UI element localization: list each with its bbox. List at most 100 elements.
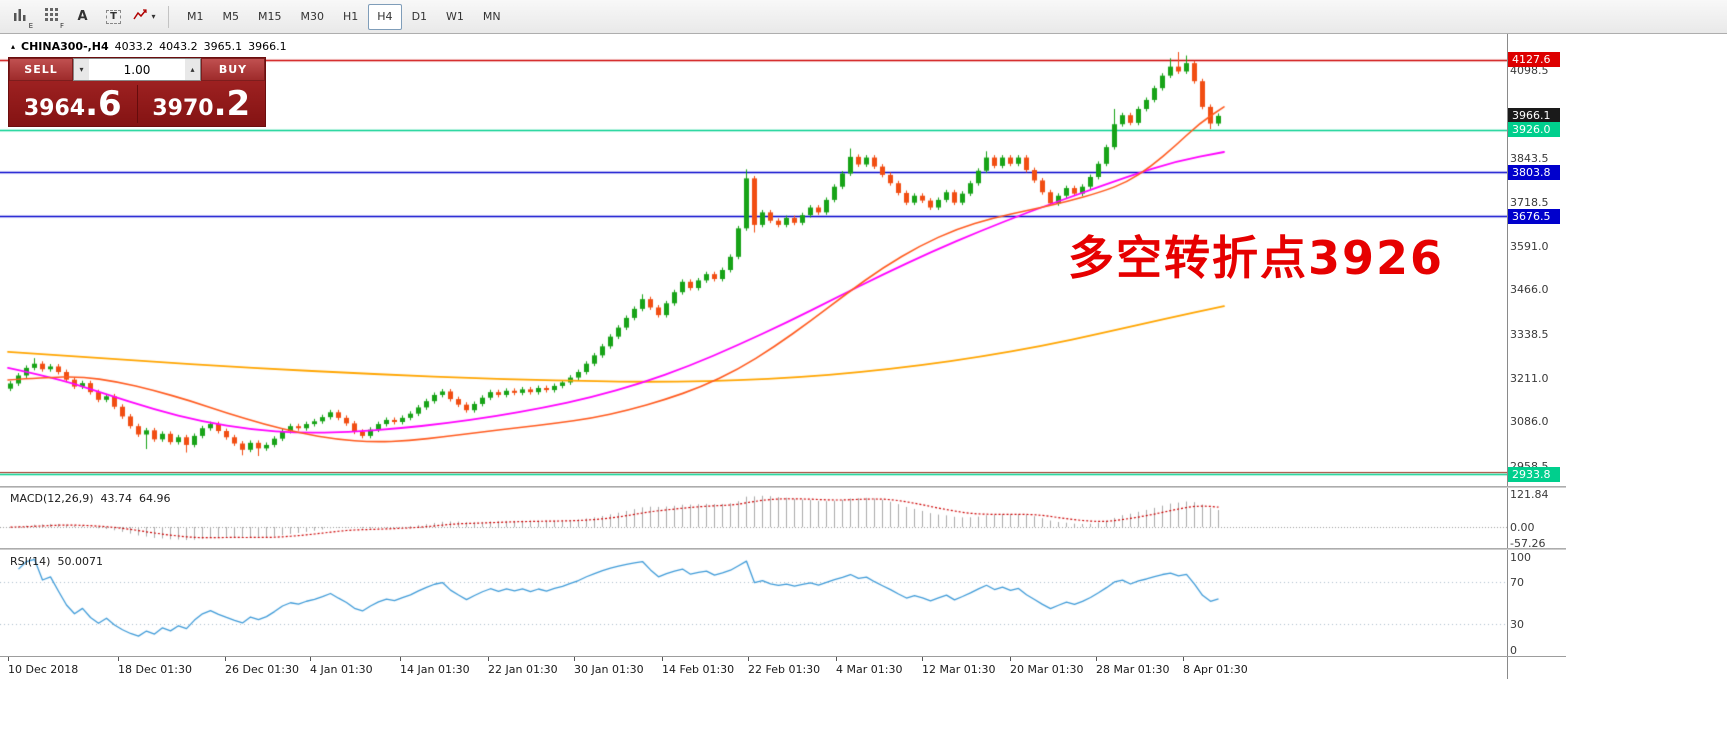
ohlc-high: 4043.2 (159, 40, 198, 53)
time-axis-tick (748, 657, 749, 661)
buy-button[interactable]: BUY (201, 58, 265, 81)
time-axis-tick (1096, 657, 1097, 661)
volume-increase-button[interactable]: ▴ (185, 59, 200, 80)
rsi-scale-label: 100 (1510, 551, 1531, 564)
panel-splitter[interactable] (0, 486, 1566, 488)
price-tag: 3926.0 (1508, 122, 1560, 138)
buy-price-button[interactable]: 3970 .2 (138, 87, 266, 121)
panel-splitter[interactable] (0, 548, 1566, 550)
sell-price-main: 3964 (23, 95, 86, 121)
time-axis-label: 14 Jan 01:30 (400, 663, 470, 676)
rsi-scale-label: 70 (1510, 575, 1524, 589)
rsi-scale-label: 0 (1510, 644, 1517, 657)
time-axis-label: 4 Mar 01:30 (836, 663, 903, 676)
timeframe-button-m1[interactable]: M1 (187, 10, 204, 23)
time-axis-tick (225, 657, 226, 661)
time-axis-label: 18 Dec 01:30 (118, 663, 192, 676)
timeframe-button-h4[interactable]: H4 (368, 3, 402, 30)
price-scale-divider (1507, 34, 1508, 679)
price-tag: 3966.1 (1508, 108, 1560, 124)
macd-value-main: 43.74 (100, 492, 133, 505)
buy-price-pips: .2 (213, 83, 251, 124)
dropdown-caret-icon: ▾ (151, 12, 156, 21)
price-scale-label: 3338.5 (1510, 327, 1549, 341)
price-tag: 4127.6 (1508, 52, 1560, 68)
price-tag: 3676.5 (1508, 208, 1560, 224)
buy-price-main: 3970 (152, 95, 214, 121)
macd-scale-label: 121.84 (1510, 488, 1549, 501)
volume-field: ▾ ▴ (73, 58, 201, 81)
toolbar-icon-group: E F A T ▾ (6, 3, 159, 31)
volume-input[interactable] (89, 59, 185, 80)
ohlc-low: 3965.1 (203, 40, 243, 53)
price-scale-label: 3086.0 (1510, 415, 1549, 429)
timeframe-button-m15[interactable]: M15 (258, 10, 282, 23)
sell-price-button[interactable]: 3964 .6 (9, 87, 137, 121)
text-label-icon: A (77, 9, 88, 24)
time-axis-label: 8 Apr 01:30 (1183, 663, 1248, 676)
ohlc-close: 3966.1 (248, 40, 287, 53)
timeframe-button-m30[interactable]: M30 (300, 10, 325, 23)
toolbar-button-chart-bars[interactable]: E (6, 3, 35, 31)
time-axis-tick (488, 657, 489, 661)
macd-panel-canvas[interactable] (0, 488, 1507, 548)
time-axis-label: 4 Jan 01:30 (310, 663, 373, 676)
sell-button[interactable]: SELL (9, 58, 73, 81)
timeframe-button-group: M1 M5 M15 M30 H1 H4 D1 W1 MN (178, 3, 510, 30)
collapse-icon[interactable]: ▴ (11, 42, 16, 51)
price-tag: 2933.8 (1508, 466, 1560, 482)
price-divider (136, 84, 138, 123)
volume-decrease-button[interactable]: ▾ (74, 59, 89, 80)
symbol-period-label: CHINA300-,H4 (21, 40, 109, 53)
macd-value-signal: 64.96 (139, 492, 171, 505)
sub-letter: E (28, 21, 33, 30)
price-scale-label: 3843.5 (1510, 152, 1549, 166)
price-scale-label: 3211.0 (1510, 371, 1549, 385)
rsi-value: 50.0071 (57, 555, 103, 568)
rsi-header: RSI(14) 50.0071 (10, 555, 103, 568)
one-click-trading-panel: SELL ▾ ▴ BUY 3964 .6 3970 .2 (8, 57, 266, 127)
toolbar-button-indicators[interactable]: ▾ (130, 3, 159, 31)
toolbar-separator (168, 5, 169, 28)
timeframe-button-m5[interactable]: M5 (222, 10, 240, 23)
macd-header: MACD(12,26,9) 43.74 64.96 (10, 492, 171, 505)
sell-price-pips: .6 (85, 83, 122, 124)
price-scale-label: 3466.0 (1510, 283, 1549, 297)
rsi-label: RSI(14) (10, 555, 51, 568)
time-axis-tick (310, 657, 311, 661)
toolbar-button-text-box[interactable]: T (99, 3, 128, 31)
chart-annotation-text: 多空转折点3926 (1068, 231, 1445, 285)
time-axis-label: 22 Feb 01:30 (748, 663, 821, 676)
macd-scale-label: -57.26 (1510, 537, 1546, 550)
timeframe-button-mn[interactable]: MN (482, 10, 501, 23)
text-box-icon: T (106, 9, 121, 24)
chart-bars-icon (13, 7, 28, 26)
time-axis-label: 14 Feb 01:30 (662, 663, 735, 676)
toolbar-button-grid[interactable]: F (37, 3, 66, 31)
sub-letter: F (59, 21, 64, 30)
price-tag: 3803.8 (1508, 164, 1560, 180)
toolbar: E F A T ▾ M1 M5 M15 M30 H1 H4 D1 W1 MN (0, 0, 1727, 34)
time-axis-label: 10 Dec 2018 (8, 663, 79, 676)
time-axis-tick (662, 657, 663, 661)
chart-header: ▴ CHINA300-,H4 4033.2 4043.2 3965.1 3966… (11, 40, 287, 53)
price-scale-label: 3718.5 (1510, 195, 1549, 209)
timeframe-button-d1[interactable]: D1 (411, 10, 428, 23)
time-axis-tick (8, 657, 9, 661)
time-axis-tick (118, 657, 119, 661)
time-axis-label: 20 Mar 01:30 (1010, 663, 1084, 676)
toolbar-button-text-label[interactable]: A (68, 3, 97, 31)
timeframe-button-w1[interactable]: W1 (446, 10, 464, 23)
time-axis-label: 22 Jan 01:30 (488, 663, 558, 676)
rsi-panel-canvas[interactable] (0, 550, 1507, 656)
time-axis-tick (400, 657, 401, 661)
timeframe-button-h1[interactable]: H1 (343, 10, 359, 23)
ohlc-open: 4033.2 (114, 40, 154, 53)
time-axis-tick (1183, 657, 1184, 661)
grid-icon (44, 7, 59, 26)
time-axis-tick (922, 657, 923, 661)
time-axis-tick (574, 657, 575, 661)
price-scale-label: 3591.0 (1510, 240, 1549, 254)
time-axis-tick (1010, 657, 1011, 661)
